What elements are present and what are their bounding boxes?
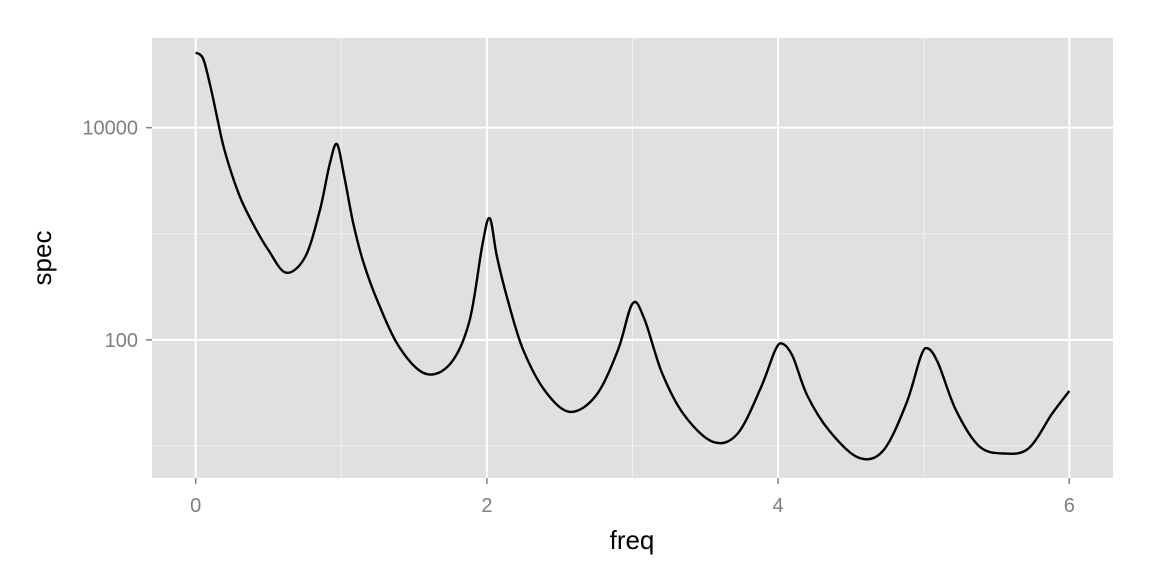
x-axis-title: freq	[610, 525, 655, 555]
x-tick-label: 2	[481, 495, 492, 517]
grid-lines	[152, 38, 1113, 478]
x-tick-label: 6	[1064, 495, 1075, 517]
y-axis-title: spec	[27, 231, 57, 286]
axis-ticks: 0 2 4 6 100 10000	[82, 118, 1075, 517]
y-tick-label: 10000	[82, 118, 138, 140]
x-tick-label: 4	[773, 495, 784, 517]
x-tick-label: 0	[190, 495, 201, 517]
y-tick-label: 100	[105, 330, 138, 352]
spec-series-line	[194, 51, 1071, 461]
series-layer	[194, 51, 1071, 461]
